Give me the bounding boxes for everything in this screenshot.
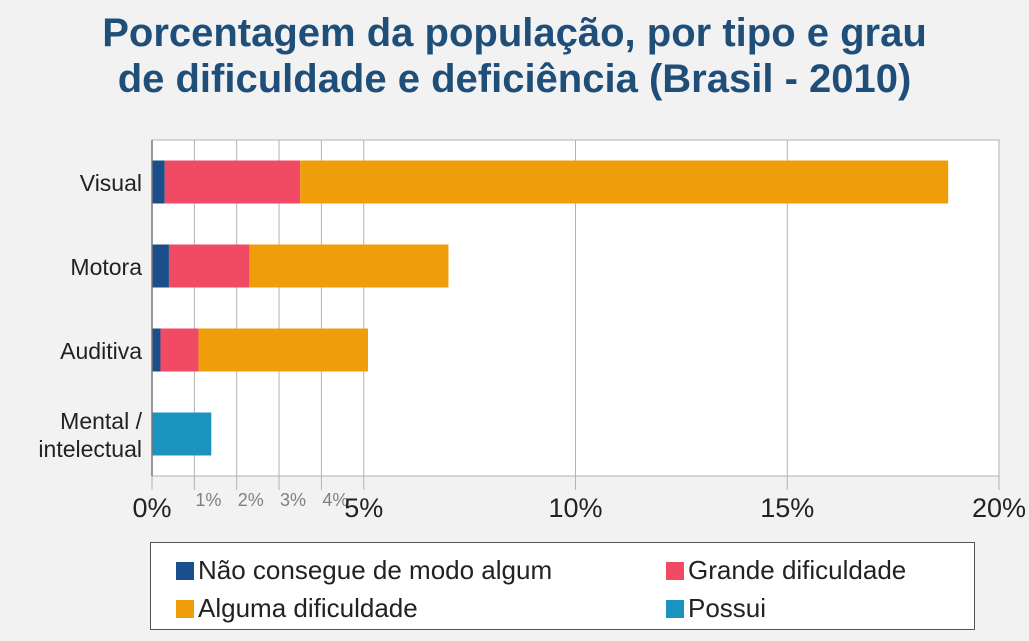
bar-segment <box>152 244 169 288</box>
bar-segment <box>164 160 301 204</box>
x-tick-label: 15% <box>760 493 814 523</box>
bar-segment <box>152 160 165 204</box>
x-tick-label: 5% <box>344 493 383 523</box>
legend-item: Não consegue de modo algum <box>176 555 552 586</box>
bar-segment <box>168 244 250 288</box>
legend-label: Alguma dificuldade <box>198 593 418 623</box>
legend-swatch <box>176 561 194 580</box>
bar-segment <box>152 412 212 456</box>
legend-swatch <box>666 561 684 580</box>
legend-swatch <box>176 599 194 618</box>
bar-segment <box>160 328 199 372</box>
legend-item: Alguma dificuldade <box>176 593 418 624</box>
y-category-label: Visual <box>80 170 142 196</box>
chart-title: Porcentagem da população, por tipo e gra… <box>0 10 1029 102</box>
chart-legend: Não consegue de modo algum Grande dificul… <box>150 542 975 630</box>
bar-segment <box>300 160 949 204</box>
x-tick-label-minor: 1% <box>195 490 221 510</box>
legend-label: Grande dificuldade <box>688 555 907 585</box>
chart-title-line-2: de dificuldade e deficiência (Brasil - 2… <box>117 57 912 101</box>
chart-title-line-1: Porcentagem da população, por tipo e gra… <box>102 11 927 55</box>
bar-segment <box>152 328 161 372</box>
x-tick-label-minor: 4% <box>322 490 348 510</box>
legend-item: Possui <box>666 593 766 624</box>
x-tick-label-minor: 3% <box>280 490 306 510</box>
y-category-label: intelectual <box>38 436 142 462</box>
legend-label: Possui <box>688 593 767 623</box>
y-category-label: Motora <box>70 254 142 280</box>
y-category-label: Mental / <box>60 408 142 434</box>
bar-segment <box>198 328 368 372</box>
x-tick-label: 10% <box>548 493 602 523</box>
bar-chart: 1% 2% 3% 4% 0% 5% 10% 15% 20% Visual Motora Auditiv… <box>38 139 1026 523</box>
legend-label: Não consegue de modo algum <box>198 555 553 585</box>
legend-item: Grande dificuldade <box>666 555 906 586</box>
x-tick-label: 0% <box>132 493 171 523</box>
bar-segment <box>249 244 449 288</box>
x-tick-label: 20% <box>972 493 1026 523</box>
y-category-label: Auditiva <box>60 338 142 364</box>
legend-swatch <box>666 599 684 618</box>
x-tick-label-minor: 2% <box>238 490 264 510</box>
